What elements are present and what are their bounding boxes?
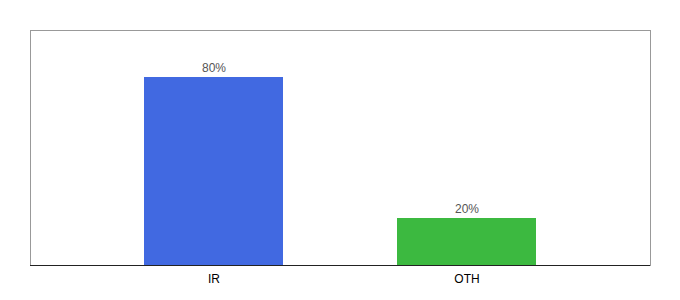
- svg-text:IR: IR: [208, 272, 220, 286]
- svg-text:20%: 20%: [455, 202, 479, 216]
- svg-text:OTH: OTH: [454, 272, 479, 286]
- svg-text:80%: 80%: [202, 61, 226, 75]
